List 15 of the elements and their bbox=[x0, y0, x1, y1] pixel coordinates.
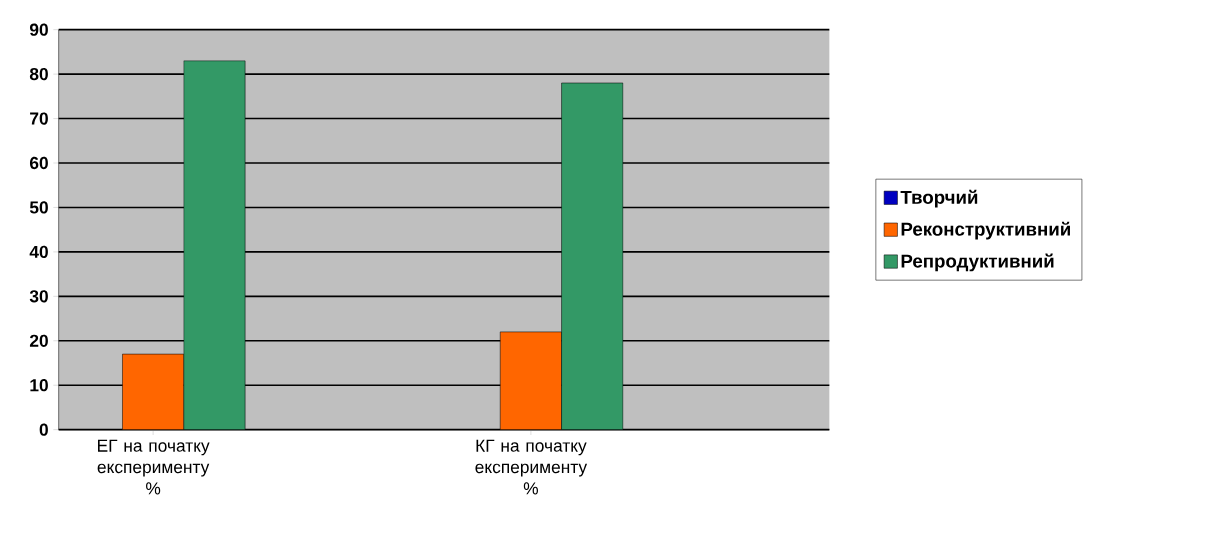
y-tick-label: 60 bbox=[29, 156, 48, 170]
legend-label: Творчий bbox=[900, 189, 978, 208]
y-tick-label: 10 bbox=[30, 379, 48, 392]
y-tick-label: 90 bbox=[29, 23, 48, 36]
legend-label: Реконструктивний bbox=[901, 221, 1070, 240]
y-tick-label: 20 bbox=[29, 334, 48, 347]
x-tick-label: КГ на початку експерименту % bbox=[475, 439, 588, 495]
y-tick-label: 50 bbox=[29, 201, 48, 214]
y-tick-label: 0 bbox=[39, 423, 48, 436]
y-tick-label: 80 bbox=[29, 67, 48, 81]
y-tick-label: 30 bbox=[29, 290, 48, 303]
x-tick-label: ЕГ на початку експерименту % bbox=[97, 439, 210, 495]
legend-label: Репродуктивний bbox=[901, 253, 1054, 272]
y-tick-label: 70 bbox=[30, 112, 48, 125]
y-tick-label: 40 bbox=[29, 245, 48, 259]
